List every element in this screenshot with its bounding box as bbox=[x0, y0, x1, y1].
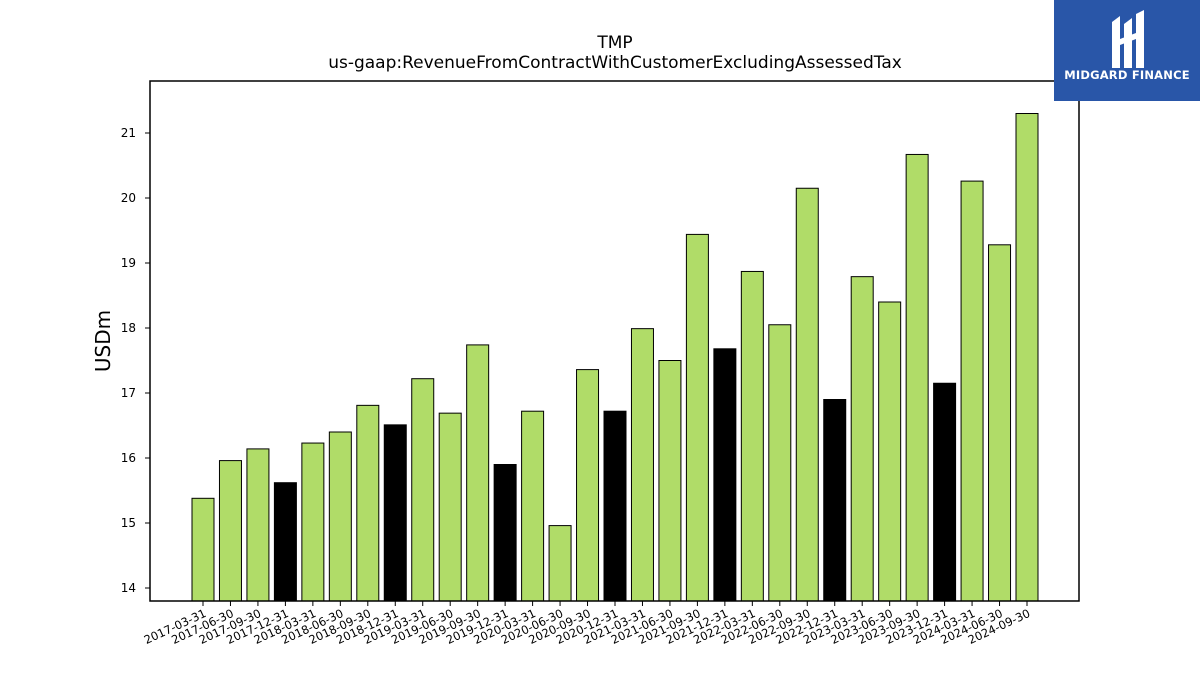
bar-2024-06-30 bbox=[988, 244, 1012, 602]
y-tick-label: 16 bbox=[121, 451, 136, 465]
bar-2024-03-31 bbox=[960, 180, 984, 602]
bar-2022-06-30 bbox=[768, 324, 792, 602]
bar-2022-03-31 bbox=[740, 270, 764, 602]
chart-title: TMP bbox=[596, 33, 632, 53]
plot-frame bbox=[149, 80, 1080, 602]
y-axis-label: USDm bbox=[91, 310, 115, 372]
midgard-finance-logo: MIDGARD FINANCE bbox=[1054, 0, 1200, 101]
bar-2021-06-30 bbox=[658, 360, 682, 602]
bar-2023-03-31 bbox=[850, 276, 874, 602]
bar-2021-12-31 bbox=[713, 348, 737, 602]
bar-2021-09-30 bbox=[685, 233, 709, 602]
bar-2018-06-30 bbox=[328, 431, 352, 602]
bar-2019-06-30 bbox=[438, 412, 462, 602]
y-tick-label: 17 bbox=[121, 386, 136, 400]
y-tick-label: 18 bbox=[121, 321, 136, 335]
bar-2018-03-31 bbox=[301, 442, 325, 602]
bar-2017-06-30 bbox=[218, 460, 242, 602]
bar-2017-03-31 bbox=[191, 497, 215, 602]
bar-2018-12-31 bbox=[383, 424, 407, 602]
y-tick-label: 21 bbox=[121, 126, 136, 140]
bar-2018-09-30 bbox=[356, 404, 380, 602]
logo-mark-icon bbox=[1112, 10, 1144, 68]
bar-2019-12-31 bbox=[493, 464, 517, 602]
bar-2020-06-30 bbox=[548, 525, 572, 602]
bar-2019-03-31 bbox=[411, 378, 435, 602]
bar-2020-12-31 bbox=[603, 410, 627, 602]
bar-2020-09-30 bbox=[576, 369, 600, 602]
y-axis-ticks: 14 15 16 17 18 19 20 21 bbox=[121, 126, 150, 595]
bar-2023-12-31 bbox=[933, 382, 957, 602]
y-tick-label: 15 bbox=[121, 516, 136, 530]
bar-2021-03-31 bbox=[630, 328, 654, 602]
x-axis-ticks: 2017-03-312017-06-302017-09-302017-12-31… bbox=[142, 601, 1032, 647]
bar-2022-12-31 bbox=[823, 399, 847, 602]
bar-2024-09-30 bbox=[1015, 113, 1039, 602]
y-tick-label: 14 bbox=[121, 581, 136, 595]
y-tick-label: 19 bbox=[121, 256, 136, 270]
bar-2019-09-30 bbox=[466, 344, 490, 602]
bar-2023-06-30 bbox=[878, 301, 902, 602]
bar-2020-03-31 bbox=[521, 410, 545, 602]
chart-subtitle: us-gaap:RevenueFromContractWithCustomerE… bbox=[328, 53, 902, 73]
y-tick-label: 20 bbox=[121, 191, 136, 205]
bar-2017-09-30 bbox=[246, 448, 270, 602]
logo-text: MIDGARD FINANCE bbox=[1064, 68, 1190, 82]
bar-2022-09-30 bbox=[795, 187, 819, 602]
bars-group bbox=[191, 113, 1039, 602]
bar-2017-12-31 bbox=[273, 482, 297, 602]
bar-2023-09-30 bbox=[905, 153, 929, 602]
